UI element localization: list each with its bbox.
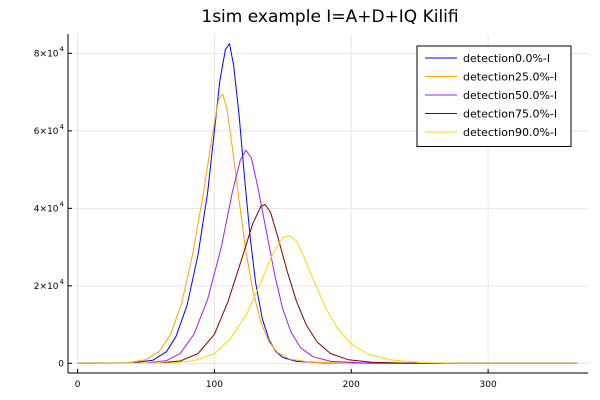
x-tick-label: 300: [480, 380, 497, 390]
legend-label: detection90.0%-I: [463, 126, 557, 139]
legend-label: detection25.0%-I: [463, 71, 557, 84]
series-line-0: [77, 43, 578, 364]
series-line-3: [77, 204, 578, 364]
series-line-4: [77, 235, 578, 364]
y-tick-label: 0: [58, 359, 64, 369]
y-tick-label: 8×104: [34, 45, 65, 59]
chart-title: 1sim example I=A+D+IQ Kilifi: [201, 7, 458, 27]
legend: detection0.0%-I detection25.0%-I detection…: [416, 45, 572, 147]
legend-box: [416, 45, 572, 147]
series-layer: [77, 43, 578, 364]
series-line-1: [77, 93, 578, 364]
axis-layer: 0 100 200 300 0 2×104 4×104 6×104 8×104: [34, 34, 588, 390]
x-tick-label: 100: [206, 380, 223, 390]
series-line-2: [77, 149, 578, 364]
legend-label: detection0.0%-I: [463, 52, 550, 65]
legend-label: detection75.0%-I: [463, 108, 557, 121]
y-tick-label: 2×104: [34, 278, 65, 292]
y-tick-label: 4×104: [34, 200, 65, 214]
x-tick-label: 200: [343, 380, 360, 390]
x-tick-label: 0: [75, 380, 81, 390]
legend-label: detection50.0%-I: [463, 89, 557, 102]
y-tick-label: 6×104: [34, 123, 65, 137]
